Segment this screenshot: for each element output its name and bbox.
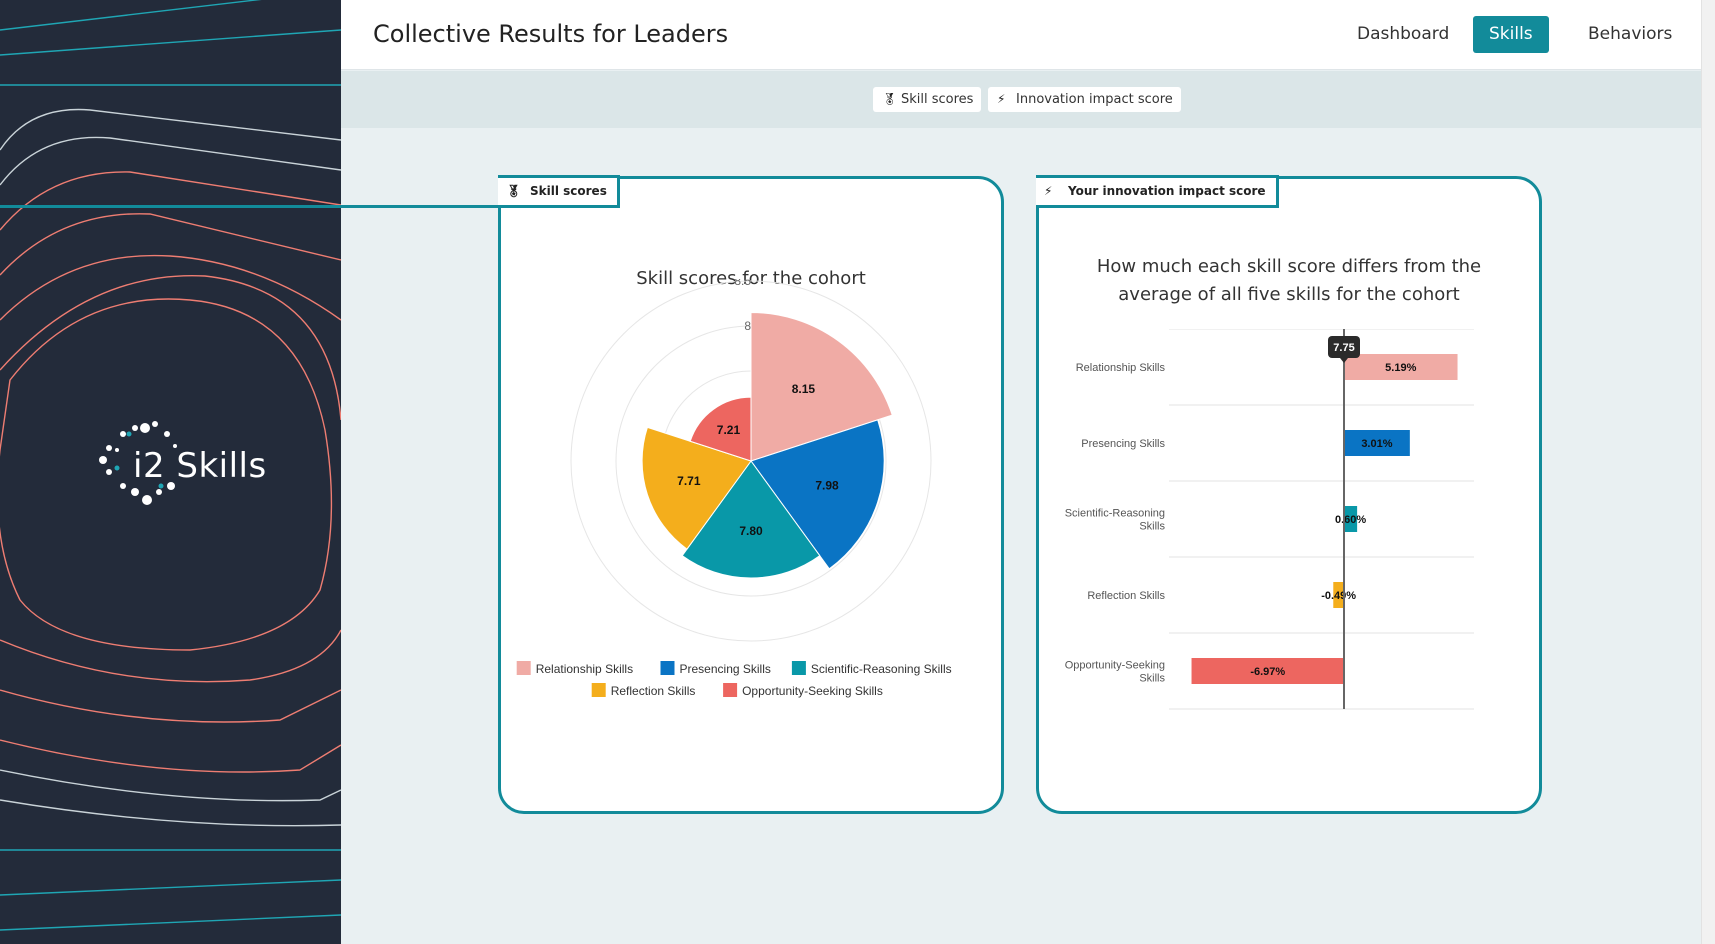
polar-grid-ring: [570, 280, 932, 642]
category-label-presencing-skills: Presencing Skills: [1081, 438, 1165, 450]
sector-opportunity-seeking-skills: [689, 396, 752, 462]
medal-icon: 🏅︎: [882, 92, 898, 106]
skill-scores-card-tab-label: Skill scores: [530, 184, 607, 198]
innovation-impact-card-tab: ⚡︎ Your innovation impact score: [1036, 175, 1279, 208]
decorative-lines: [0, 0, 341, 931]
bar-value-label: 3.01%: [1361, 438, 1392, 450]
legend-swatch: [660, 661, 675, 675]
legend-label-opportunity-seeking-skills: Opportunity-Seeking Skills: [742, 684, 883, 698]
page-title: Collective Results for Leaders: [373, 20, 729, 48]
innovation-impact-card: ⚡︎ Your innovation impact score How much…: [1036, 175, 1542, 814]
top-header: Collective Results for Leaders Dashboard…: [341, 0, 1701, 70]
sector-presencing-skills: [750, 419, 885, 570]
bar-opportunity-seeking-skills: [1191, 658, 1344, 684]
sector-reflection-skills: [641, 426, 752, 550]
legend-label-scientific-reasoning-skills: Scientific-Reasoning Skills: [811, 662, 952, 676]
bar-relationship-skills: [1344, 354, 1458, 380]
sector-scientific-reasoning-skills: [681, 460, 821, 579]
category-label-opportunity-seeking-skills: Skills: [1139, 673, 1165, 685]
sector-value-label: 7.71: [677, 474, 701, 488]
deviation-bar-chart: 5.19% Relationship Skills 3.01% Presencing …: [1065, 329, 1474, 710]
innovation-impact-pill-label: Innovation impact score: [1016, 92, 1173, 107]
skill-scores-card: 🏅︎ Skill scores Skill scores for the coh…: [0, 175, 1004, 814]
sector-value-label: 7.98: [815, 479, 839, 493]
category-label-scientific-reasoning-skills: Scientific-Reasoning: [1065, 508, 1165, 520]
bar-value-label: -6.97%: [1250, 666, 1285, 678]
category-label-scientific-reasoning-skills: Skills: [1139, 521, 1165, 533]
nav-behaviors[interactable]: Behaviors: [1588, 24, 1673, 44]
i2-logo-icon: [99, 421, 177, 505]
bar-value-label: -0.49%: [1321, 590, 1356, 602]
legend-label-reflection-skills: Reflection Skills: [611, 684, 696, 698]
average-badge-label: 7.75: [1333, 342, 1354, 354]
bar-presencing-skills: [1344, 430, 1410, 456]
category-label-relationship-skills: Relationship Skills: [1076, 362, 1166, 374]
sector-relationship-skills: [750, 311, 893, 462]
polar-tick-label: 8: [744, 319, 751, 333]
bar-value-label: 5.19%: [1385, 362, 1416, 374]
average-badge-pointer: [1340, 358, 1348, 363]
section-tabs-bar: 🏅︎ Skill scores ⚡︎ Innovation impact sco…: [341, 71, 1701, 128]
category-label-reflection-skills: Reflection Skills: [1087, 590, 1165, 602]
brand-name: i2 Skills: [133, 446, 267, 486]
bar-value-label: 0.60%: [1335, 514, 1366, 526]
brand-panel: i2 Skills: [0, 0, 341, 944]
legend-label-relationship-skills: Relationship Skills: [536, 662, 633, 676]
legend-swatch: [723, 683, 738, 697]
polar-chart-title: Skill scores for the cohort: [636, 268, 866, 289]
sector-value-label: 8.15: [792, 382, 816, 396]
legend-swatch: [791, 661, 806, 675]
medal-icon: 🏅︎: [506, 184, 522, 198]
skill-scores-pill[interactable]: 🏅︎ Skill scores: [873, 87, 982, 112]
legend-swatch: [591, 683, 606, 697]
skill-scores-card-tab: 🏅︎ Skill scores: [0, 175, 620, 208]
bar-reflection-skills: [1333, 582, 1344, 608]
average-badge-bg: [1328, 336, 1360, 358]
innovation-impact-pill[interactable]: ⚡︎ Innovation impact score: [988, 87, 1181, 112]
sector-value-label: 7.80: [739, 524, 763, 538]
bar-chart-title: How much each skill score differs from t…: [1096, 256, 1482, 305]
sector-value-label: 7.21: [717, 423, 741, 437]
skill-scores-pill-label: Skill scores: [901, 92, 974, 107]
bolt-icon: ⚡︎: [997, 92, 1006, 106]
legend-swatch: [516, 661, 531, 675]
bolt-icon: ⚡︎: [1044, 184, 1053, 198]
polar-tick-label: 8.5: [734, 279, 751, 288]
legend-label-presencing-skills: Presencing Skills: [680, 662, 771, 676]
nav-dashboard[interactable]: Dashboard: [1357, 24, 1450, 44]
category-label-opportunity-seeking-skills: Opportunity-Seeking: [1065, 660, 1165, 672]
bar-scientific-reasoning-skills: [1344, 506, 1358, 532]
average-badge: 7.75: [1328, 336, 1360, 363]
innovation-impact-card-tab-label: Your innovation impact score: [1068, 184, 1266, 198]
page-scrollbar[interactable]: [1701, 0, 1715, 944]
nav-skills[interactable]: Skills: [1473, 16, 1549, 53]
